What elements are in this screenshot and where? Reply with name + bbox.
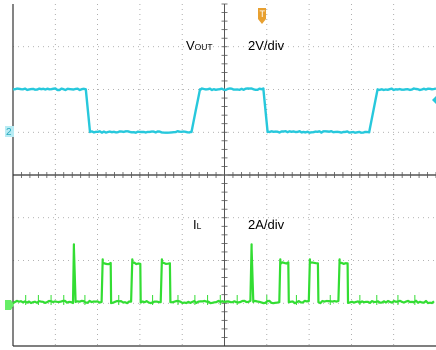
vout-channel: VOUT 2V/div 2 bbox=[5, 38, 436, 138]
il-label: IL bbox=[193, 217, 202, 232]
il-trace bbox=[12, 243, 435, 305]
trigger-marker: T bbox=[258, 8, 266, 24]
right-edge-marker bbox=[432, 96, 436, 104]
vout-trace bbox=[12, 87, 436, 134]
vout-label: VOUT bbox=[186, 38, 213, 53]
vout-scale-label: 2V/div bbox=[248, 38, 285, 53]
vout-label-main: V bbox=[186, 38, 195, 53]
ch1-ground-marker bbox=[5, 300, 14, 310]
il-label-sub: L bbox=[197, 221, 202, 231]
il-label-main: I bbox=[193, 217, 197, 232]
ch2-ground-marker: 2 bbox=[5, 126, 14, 138]
il-channel: IL 2A/div bbox=[5, 217, 435, 310]
il-scale-label: 2A/div bbox=[248, 217, 285, 232]
svg-text:T: T bbox=[260, 9, 266, 19]
svg-text:2: 2 bbox=[6, 127, 12, 138]
vout-label-sub: OUT bbox=[195, 42, 213, 52]
